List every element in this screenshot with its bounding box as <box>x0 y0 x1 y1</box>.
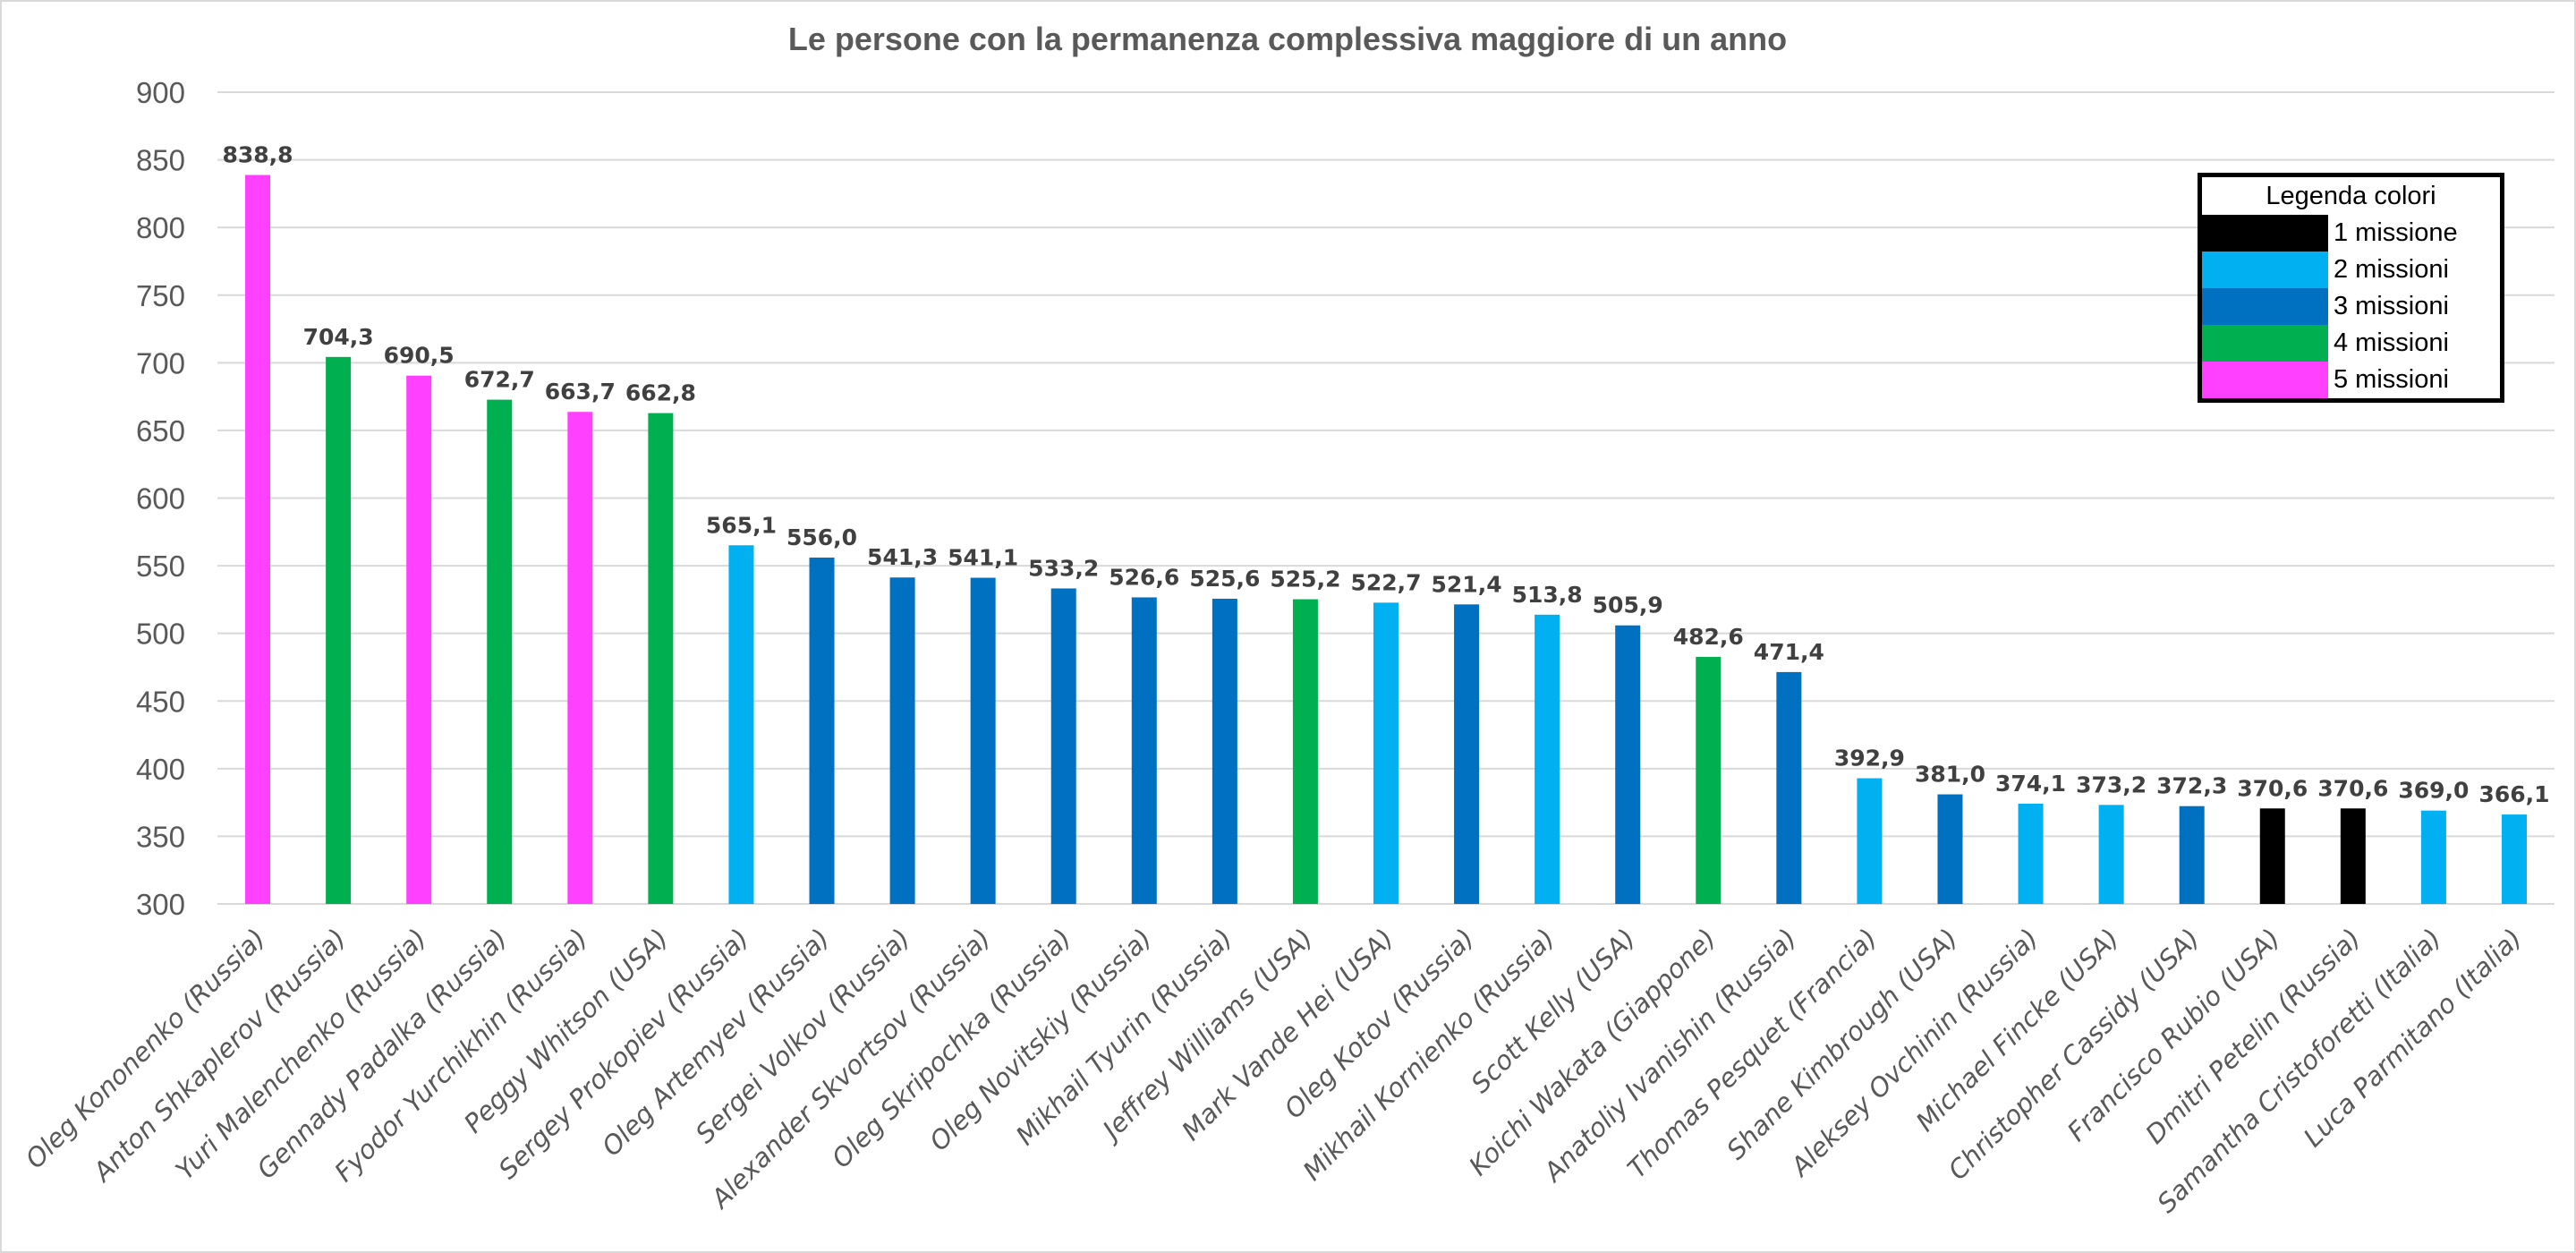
data-label: 533,2 <box>1028 555 1099 581</box>
data-label: 525,2 <box>1270 567 1340 592</box>
data-label: 471,4 <box>1754 639 1824 665</box>
bar <box>1292 599 1318 904</box>
bar <box>1211 598 1237 904</box>
data-label: 522,7 <box>1350 569 1421 595</box>
y-axis-ticks: 300 350 400 450 500 550 600 650 700 750 800 850 900 <box>136 76 185 921</box>
bar <box>648 413 674 904</box>
bar <box>2501 814 2527 904</box>
legend-swatch-5 <box>2202 362 2328 398</box>
bar <box>567 412 593 904</box>
bar <box>970 577 996 904</box>
data-label: 672,7 <box>464 367 535 393</box>
data-label: 392,9 <box>1834 746 1905 771</box>
y-tick-label: 750 <box>136 279 185 312</box>
data-label: 556,0 <box>786 524 857 550</box>
data-label: 565,1 <box>706 512 777 538</box>
legend-swatch-4 <box>2202 325 2328 362</box>
y-tick-label: 900 <box>136 76 185 109</box>
legend-swatch-1 <box>2202 215 2328 251</box>
data-label: 482,6 <box>1673 624 1744 650</box>
legend-swatch-2 <box>2202 251 2328 288</box>
bar <box>1373 602 1399 904</box>
y-tick-label: 800 <box>136 211 185 244</box>
legend-entry-4: 4 missioni <box>2202 325 2500 362</box>
y-tick-label: 550 <box>136 550 185 583</box>
bar <box>1454 604 1480 904</box>
data-label: 521,4 <box>1432 571 1502 597</box>
bar <box>245 175 271 904</box>
bar <box>1131 597 1157 904</box>
bar <box>1535 614 1560 904</box>
legend-label-2: 2 missioni <box>2334 255 2449 284</box>
legend-entry-2: 2 missioni <box>2202 251 2500 288</box>
data-label: 541,3 <box>867 544 938 570</box>
legend-entry-1: 1 missione <box>2202 215 2500 251</box>
x-axis-label: Samantha Cristoforetti (Italia) <box>2151 923 2447 1219</box>
data-label: 541,1 <box>948 545 1018 571</box>
legend-label-3: 3 missioni <box>2334 292 2449 320</box>
bar <box>326 356 352 905</box>
bar <box>2179 806 2205 904</box>
legend-title: Legenda colori <box>2266 182 2436 210</box>
data-label: 366,1 <box>2478 781 2549 807</box>
y-tick-label: 850 <box>136 144 185 177</box>
bar <box>487 399 513 905</box>
bar <box>2420 810 2446 904</box>
data-label: 662,8 <box>625 380 696 406</box>
legend-swatch-3 <box>2202 288 2328 325</box>
y-tick-label: 450 <box>136 685 185 718</box>
bar <box>1776 671 1802 904</box>
bar <box>2259 808 2285 904</box>
bar <box>406 375 432 904</box>
legend-label-5: 5 missioni <box>2334 365 2449 394</box>
data-label: 526,6 <box>1109 564 1179 590</box>
y-tick-label: 300 <box>136 888 185 921</box>
bar <box>1615 625 1641 904</box>
data-label: 381,0 <box>1915 762 1985 788</box>
bar <box>728 545 754 904</box>
legend-label-1: 1 missione <box>2334 218 2458 247</box>
bar <box>1050 588 1076 904</box>
data-labels: 838,8 704,3 690,5 672,7 663,7 662,8 565,1 556,0… <box>222 142 2549 808</box>
bar <box>809 558 835 904</box>
y-tick-label: 700 <box>136 346 185 379</box>
gridlines <box>217 91 2555 905</box>
data-label: 690,5 <box>384 343 455 369</box>
legend: Legenda colori 1 missione 2 missioni 3 m… <box>2198 173 2504 403</box>
data-label: 838,8 <box>222 142 293 168</box>
data-label: 370,6 <box>2317 775 2388 801</box>
data-label: 369,0 <box>2398 778 2469 804</box>
data-label: 374,1 <box>1995 771 2066 797</box>
data-label: 704,3 <box>303 324 374 350</box>
data-label: 372,3 <box>2156 773 2227 799</box>
data-label: 525,6 <box>1189 566 1260 592</box>
bar <box>2018 803 2044 904</box>
bars <box>245 175 2527 905</box>
bar <box>2340 808 2366 904</box>
chart-title: Le persone con la permanenza complessiva… <box>788 21 1787 57</box>
data-label: 663,7 <box>545 379 616 405</box>
data-label: 370,6 <box>2237 775 2308 801</box>
y-tick-label: 500 <box>136 618 185 651</box>
x-axis-labels: Oleg Kononenko (Russia)Anton Shkaplerov … <box>20 923 2528 1219</box>
data-label: 505,9 <box>1593 592 1663 618</box>
y-tick-label: 650 <box>136 414 185 448</box>
bar <box>1937 794 1963 904</box>
data-label: 373,2 <box>2076 771 2147 797</box>
bar <box>1696 656 1722 904</box>
legend-label-4: 4 missioni <box>2334 328 2449 357</box>
data-label: 513,8 <box>1512 582 1583 608</box>
y-tick-label: 400 <box>136 753 185 786</box>
bar <box>2098 805 2124 904</box>
y-tick-label: 600 <box>136 482 185 516</box>
y-tick-label: 350 <box>136 820 185 853</box>
legend-entry-5: 5 missioni <box>2202 362 2500 398</box>
bar <box>1857 778 1883 904</box>
bar <box>889 577 915 904</box>
legend-entry-3: 3 missioni <box>2202 288 2500 325</box>
